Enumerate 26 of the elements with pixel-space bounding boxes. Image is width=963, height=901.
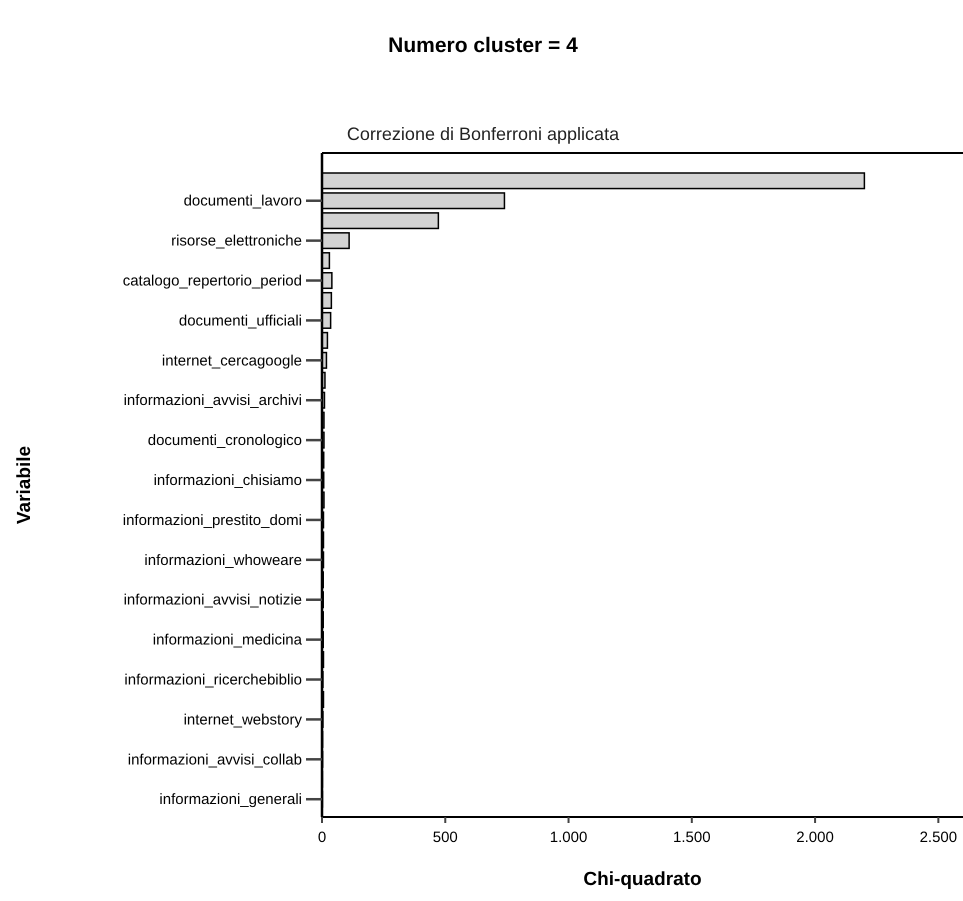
x-tick-label: 0 <box>318 829 326 846</box>
x-tick-label: 500 <box>432 829 458 846</box>
y-tick-label: informazioni_prestito_domi <box>122 512 302 529</box>
chart-subtitle: Correzione di Bonferroni applicata <box>346 124 620 144</box>
y-tick-label: catalogo_repertorio_period <box>122 272 302 290</box>
y-tick-label: informazioni_generali <box>159 791 302 808</box>
y-tick-label: documenti_cronologico <box>148 432 302 450</box>
y-tick-label: informazioni_ricerchebiblio <box>124 672 302 689</box>
y-tick-label: informazioni_avvisi_collab <box>128 751 302 768</box>
y-tick-label: risorse_elettroniche <box>171 232 302 250</box>
y-tick-label: informazioni_chisiamo <box>154 472 302 490</box>
x-axis-title: Chi-quadrato <box>583 869 702 890</box>
y-tick-label: informazioni_avvisi_archivi <box>124 392 302 410</box>
y-tick-label: informazioni_medicina <box>152 632 303 649</box>
x-tick-label: 2.000 <box>796 829 834 846</box>
y-tick-label: informazioni_whoweare <box>144 552 302 569</box>
y-tick-label: internet_webstory <box>184 711 302 728</box>
y-axis-title: Variabile <box>14 446 35 524</box>
x-tick-label: 1.000 <box>550 829 588 846</box>
y-tick-label: documenti_ufficiali <box>178 312 302 330</box>
x-tick-label: 2.500 <box>920 829 958 846</box>
y-tick-label: internet_cercagoogle <box>162 352 302 370</box>
y-tick-label: documenti_lavoro <box>184 192 302 210</box>
chart-title: Numero cluster = 4 <box>388 34 578 57</box>
y-tick-label: informazioni_avvisi_notizie <box>124 592 302 609</box>
x-tick-label: 1.500 <box>673 829 711 846</box>
